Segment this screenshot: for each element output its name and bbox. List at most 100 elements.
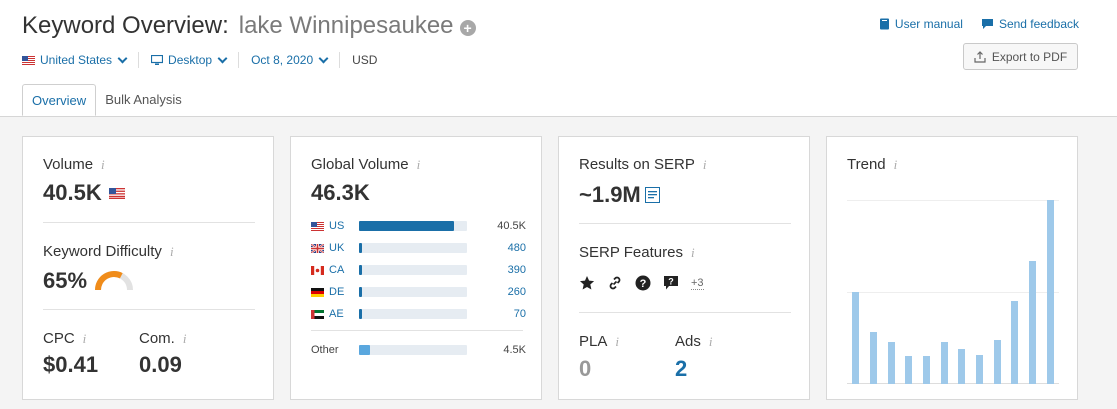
volume-bar-track — [359, 309, 467, 319]
star-icon[interactable] — [579, 275, 595, 291]
pla-title-row: PLA i — [579, 333, 619, 350]
info-icon[interactable]: i — [169, 243, 174, 259]
volume-bar-fill — [359, 265, 362, 275]
serp-page-icon[interactable] — [644, 187, 660, 203]
country-row-uk[interactable]: UK 480 — [311, 241, 526, 255]
trend-bar[interactable] — [958, 349, 966, 384]
export-pdf-button[interactable]: Export to PDF — [963, 43, 1078, 70]
question-icon[interactable]: ? — [635, 275, 651, 291]
volume-card: Volume i 40.5K Keyword Difficulty i 65% … — [22, 136, 274, 400]
date-filter[interactable]: Oct 8, 2020 — [251, 52, 341, 68]
export-label: Export to PDF — [991, 49, 1068, 64]
device-filter[interactable]: Desktop — [151, 52, 240, 68]
chevron-down-icon — [117, 53, 128, 63]
add-keyword-icon[interactable]: + — [459, 19, 476, 36]
info-icon[interactable]: i — [690, 244, 695, 260]
us-flag-icon — [108, 187, 125, 199]
trend-bar[interactable] — [993, 339, 1001, 384]
country-row-us[interactable]: US 40.5K — [311, 219, 526, 233]
date-label: Oct 8, 2020 — [251, 53, 314, 67]
trend-bar[interactable] — [940, 341, 948, 384]
user-manual-label: User manual — [894, 17, 963, 31]
us-flag-icon — [311, 221, 324, 231]
link-icon[interactable] — [607, 275, 623, 291]
trend-bar[interactable] — [905, 356, 913, 384]
volume-value-row: 40.5K — [43, 180, 125, 206]
kd-value: 65% — [43, 268, 88, 293]
volume-bar-track — [359, 345, 467, 355]
volume-value: 40.5K — [43, 180, 102, 205]
ads-title: Ads — [675, 333, 701, 350]
export-icon — [974, 50, 986, 63]
book-icon — [879, 18, 889, 30]
user-manual-link[interactable]: User manual — [879, 17, 963, 31]
uk-flag-icon — [311, 243, 324, 253]
trend-bar[interactable] — [976, 354, 983, 384]
divider — [43, 309, 255, 310]
ads-value[interactable]: 2 — [675, 356, 688, 381]
trend-bar[interactable] — [1029, 260, 1036, 384]
volume-bar-track — [359, 287, 467, 297]
trend-bar[interactable] — [1011, 301, 1019, 384]
tab-bulk-analysis[interactable]: Bulk Analysis — [105, 92, 182, 107]
tab-overview[interactable]: Overview — [22, 84, 97, 116]
send-feedback-link[interactable]: Send feedback — [981, 17, 1079, 31]
country-volume: 40.5K — [497, 220, 526, 232]
ads-title-row: Ads i — [675, 333, 712, 350]
volume-title: Volume — [43, 156, 94, 173]
country-label: United States — [40, 53, 113, 67]
country-row-de[interactable]: DE 260 — [311, 285, 526, 299]
trend-title: Trend — [847, 156, 886, 173]
volume-title-row: Volume i — [43, 156, 105, 173]
info-icon[interactable]: i — [101, 156, 105, 172]
volume-bar-track — [359, 221, 467, 231]
baseline — [847, 383, 1059, 384]
global-volume-title-row: Global Volume i — [311, 156, 420, 173]
info-icon[interactable]: i — [702, 156, 707, 172]
com-value: 0.09 — [139, 352, 182, 377]
kd-title-row: Keyword Difficulty i — [43, 243, 174, 260]
info-icon[interactable]: i — [182, 330, 187, 346]
ae-flag-icon — [311, 309, 324, 319]
country-row-ca[interactable]: CA 390 — [311, 263, 526, 277]
cpc-value: $0.41 — [43, 352, 99, 377]
country-code: US — [329, 220, 345, 232]
de-flag-icon — [311, 287, 324, 297]
trend-bar[interactable] — [1046, 200, 1054, 384]
country-filter[interactable]: United States — [22, 52, 140, 68]
trend-title-row: Trend i — [847, 156, 897, 173]
trend-bar[interactable] — [852, 292, 860, 384]
device-label: Desktop — [168, 53, 213, 67]
country-row-ae[interactable]: AE 70 — [311, 307, 526, 321]
page-title: Keyword Overview: — [22, 12, 229, 39]
top-links: User manual Send feedback — [879, 17, 1079, 31]
serp-features-title: SERP Features — [579, 244, 683, 261]
divider — [43, 222, 255, 223]
country-row-other: Other 4.5K — [311, 343, 526, 357]
desktop-icon — [151, 54, 164, 65]
cpc-title: CPC — [43, 330, 75, 347]
kd-title: Keyword Difficulty — [43, 243, 162, 260]
trend-bar[interactable] — [887, 341, 895, 384]
svg-text:?: ? — [668, 277, 674, 287]
divider — [311, 330, 523, 331]
trend-bar[interactable] — [870, 332, 877, 384]
info-icon[interactable]: i — [82, 330, 87, 346]
info-icon[interactable]: i — [893, 156, 898, 172]
answer-icon[interactable]: ? — [663, 275, 679, 291]
send-feedback-label: Send feedback — [998, 17, 1079, 31]
volume-bar-fill — [359, 221, 455, 231]
currency-display: USD — [352, 52, 389, 68]
cpc-title-row: CPC i — [43, 330, 86, 347]
serp-features-more[interactable]: +3 — [691, 276, 704, 290]
volume-bar-fill — [359, 309, 362, 319]
global-volume-title: Global Volume — [311, 156, 409, 173]
info-icon[interactable]: i — [416, 156, 421, 172]
country-volume: 390 — [507, 264, 526, 276]
volume-bar-track — [359, 243, 467, 253]
trend-bar[interactable] — [923, 356, 930, 384]
pla-value: 0 — [579, 356, 592, 381]
info-icon[interactable]: i — [615, 333, 619, 349]
info-icon[interactable]: i — [708, 333, 713, 349]
serp-features-icons: ? ? +3 — [579, 275, 704, 291]
